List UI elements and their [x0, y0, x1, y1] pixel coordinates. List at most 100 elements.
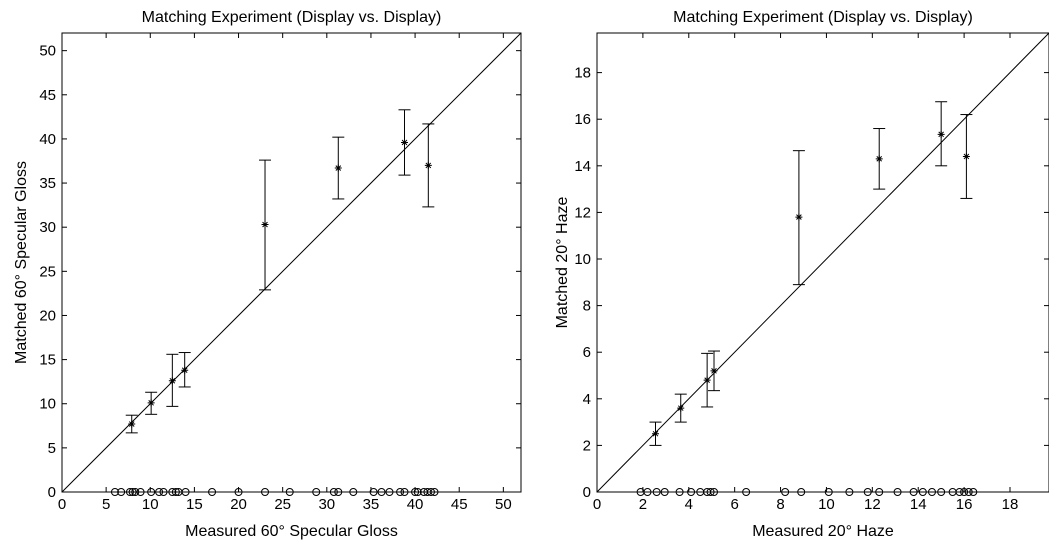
y-tick-label: 40 [39, 131, 56, 148]
y-tick-label: 2 [583, 437, 591, 454]
data-point-circle [824, 488, 833, 496]
data-point-asterisk [147, 399, 155, 407]
x-axis-label: Measured 60° Specular Gloss [185, 523, 398, 540]
data-point-circle [909, 488, 918, 496]
data-point-asterisk [181, 366, 189, 374]
y-tick-label: 30 [39, 219, 56, 236]
x-axis-label: Measured 20° Haze [752, 523, 894, 540]
data-point-circle [385, 488, 394, 496]
data-point-asterisk [710, 367, 718, 375]
x-tick-label: 8 [776, 496, 784, 513]
data-point-circle [261, 488, 270, 496]
data-point-circle [334, 488, 343, 496]
data-point-circle [411, 488, 420, 496]
data-point-asterisk [424, 161, 432, 169]
data-point-circle [706, 488, 715, 496]
chart-title: Matching Experiment (Display vs. Display… [673, 9, 973, 26]
data-point-circle [168, 488, 177, 496]
data-point-circle [426, 488, 435, 496]
data-point-circle [937, 488, 946, 496]
data-point-circle [863, 488, 872, 496]
y-tick-label: 12 [574, 204, 591, 221]
x-tick-label: 25 [274, 496, 291, 513]
data-point-circle [181, 488, 190, 496]
x-tick-label: 35 [363, 496, 380, 513]
data-point-circle [742, 488, 751, 496]
data-point-circle [125, 488, 134, 496]
data-point-circle [927, 488, 936, 496]
x-tick-label: 16 [956, 496, 973, 513]
data-point-asterisk [937, 130, 945, 138]
data-point-asterisk [334, 164, 342, 172]
x-tick-label: 20 [230, 496, 247, 513]
x-tick-label: 0 [58, 496, 66, 513]
data-point-circle [413, 488, 422, 496]
x-tick-label: 5 [102, 496, 110, 513]
data-point-asterisk [962, 152, 970, 160]
data-point-circle [377, 488, 386, 496]
data-point-circle [964, 488, 973, 496]
data-point-circle [171, 488, 180, 496]
y-tick-label: 14 [574, 158, 591, 175]
y-tick-label: 4 [583, 391, 591, 408]
data-point-asterisk [795, 213, 803, 221]
data-point-circle [652, 488, 661, 496]
data-point-circle [128, 488, 137, 496]
data-point-asterisk [400, 138, 408, 146]
x-tick-label: 40 [407, 496, 424, 513]
chart-1: 0 5 10 15 20 25 30 35 40 45 50 0 5 10 15 20 25 30 35 40 45 50… [13, 9, 522, 540]
x-tick-label: 45 [451, 496, 468, 513]
data-point-circle [349, 488, 358, 496]
data-point-circle [312, 488, 321, 496]
data-point-circle [955, 488, 964, 496]
data-point-circle [136, 488, 145, 496]
y-tick-label: 6 [583, 344, 591, 361]
data-point-circle [430, 488, 439, 496]
identity-line [61, 32, 522, 493]
x-tick-label: 50 [495, 496, 512, 513]
data-point-circle [155, 488, 164, 496]
data-point-circle [400, 488, 409, 496]
data-point-circle [234, 488, 243, 496]
x-tick-label: 14 [910, 496, 927, 513]
y-tick-label: 8 [583, 298, 591, 315]
data-point-circle [960, 488, 969, 496]
y-tick-label: 5 [48, 440, 56, 457]
x-tick-label: 10 [818, 496, 835, 513]
data-point-circle [875, 488, 884, 496]
y-tick-label: 10 [39, 396, 56, 413]
data-point-asterisk [261, 221, 269, 229]
y-tick-label: 10 [574, 251, 591, 268]
data-point-circle [643, 488, 652, 496]
data-point-circle [797, 488, 806, 496]
data-point-asterisk [652, 430, 660, 438]
data-point-circle [675, 488, 684, 496]
x-tick-label: 10 [142, 496, 159, 513]
data-point-asterisk [875, 155, 883, 163]
plot-frame [61, 32, 522, 493]
data-point-circle [329, 488, 338, 496]
data-point-circle [969, 488, 978, 496]
data-point-circle [845, 488, 854, 496]
y-tick-label: 0 [583, 484, 591, 501]
y-tick-label: 35 [39, 175, 56, 192]
x-tick-label: 15 [186, 496, 203, 513]
data-point-circle [285, 488, 294, 496]
data-point-asterisk [703, 376, 711, 384]
y-tick-label: 25 [39, 263, 56, 280]
data-point-circle [710, 488, 719, 496]
data-point-circle [110, 488, 119, 496]
plot-frame [596, 32, 1049, 493]
y-tick-label: 45 [39, 87, 56, 104]
chart-2: 0 2 4 6 8 10 12 14 16 18 0 2 4 6 8 10 12 14 16 18 Matching E… [554, 9, 1049, 540]
data-point-circle [131, 488, 140, 496]
y-tick-label: 16 [574, 111, 591, 128]
data-point-asterisk [677, 404, 685, 412]
x-tick-label: 12 [864, 496, 881, 513]
y-axis-label: Matched 20° Haze [554, 197, 571, 329]
y-tick-label: 20 [39, 307, 56, 324]
x-tick-label: 4 [685, 496, 693, 513]
y-axis-label: Matched 60° Specular Gloss [13, 161, 30, 364]
data-point-circle [687, 488, 696, 496]
